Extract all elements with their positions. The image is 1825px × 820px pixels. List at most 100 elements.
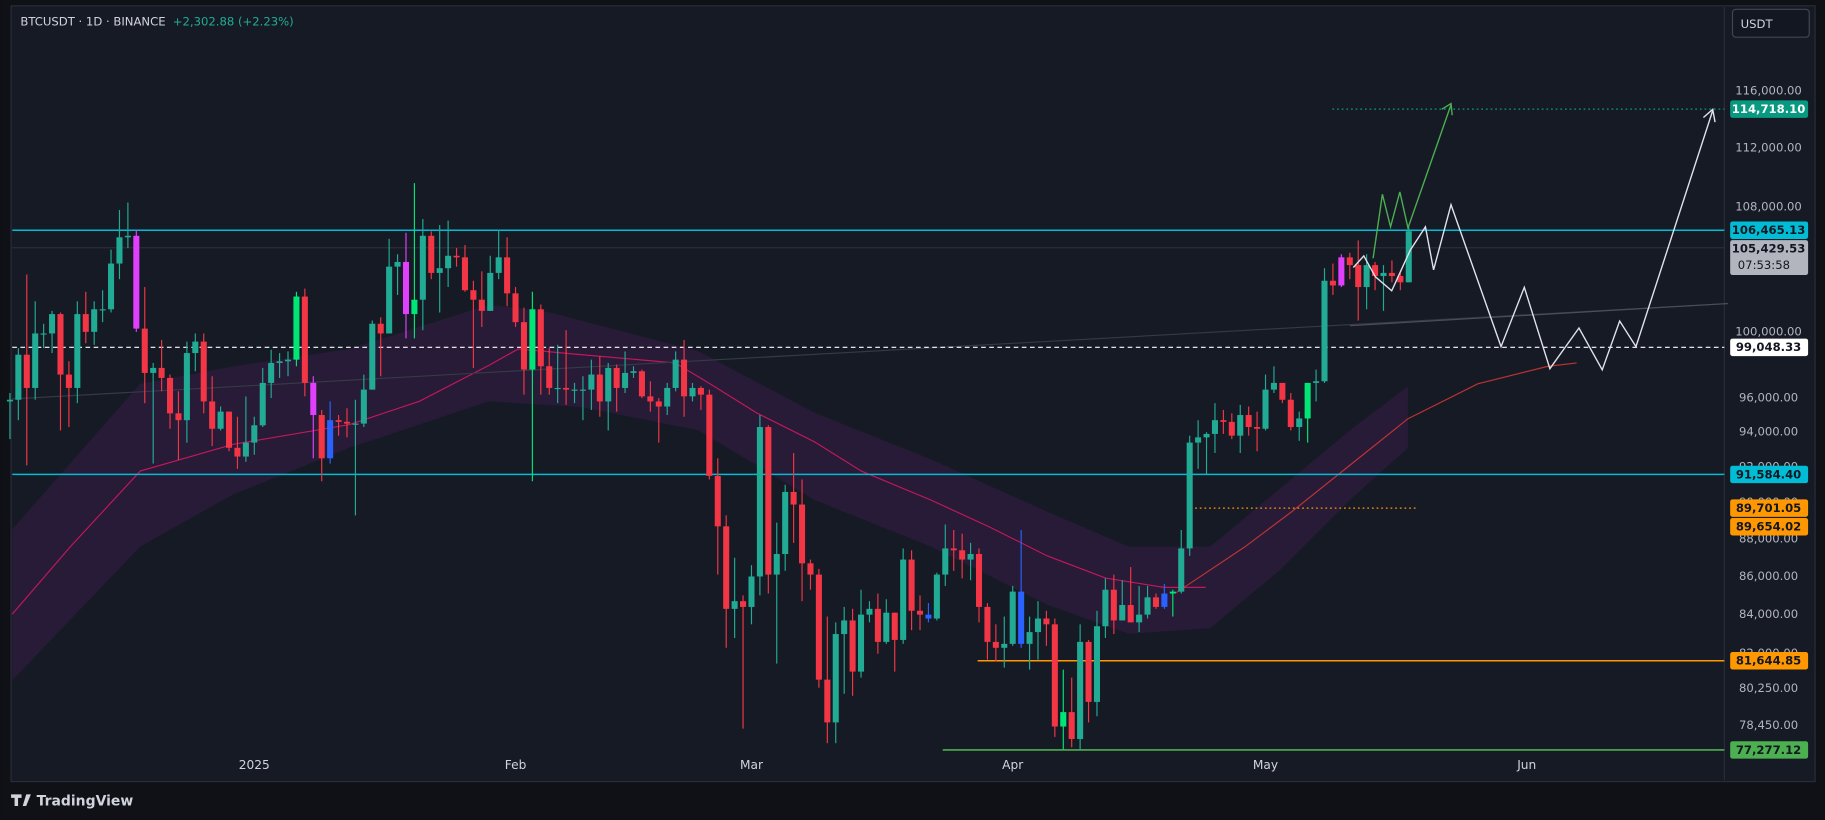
currency-button[interactable]	[1731, 8, 1810, 38]
candle-body	[1136, 614, 1143, 623]
candle-body	[874, 608, 881, 642]
candle-body	[200, 341, 207, 402]
candle-body	[301, 296, 308, 383]
candle-body	[1009, 591, 1016, 644]
price-badge	[1730, 221, 1809, 239]
candle-body	[1034, 618, 1042, 633]
candle-body	[1026, 632, 1033, 644]
candle-body	[908, 559, 915, 611]
candle-body	[1363, 265, 1370, 288]
candle-body	[664, 387, 671, 407]
candle-body	[1161, 593, 1168, 607]
candle-body	[1195, 437, 1202, 443]
candle-body	[183, 353, 190, 421]
candle-body	[1397, 276, 1404, 283]
candle-body	[318, 415, 325, 459]
candle-body	[546, 366, 553, 388]
candle-body	[1102, 589, 1109, 627]
candle-body	[1346, 257, 1353, 266]
candle-body	[23, 354, 30, 388]
candle-body	[369, 323, 376, 390]
price-badge	[1730, 338, 1809, 357]
y-tick-label: 108,000.00	[1735, 200, 1802, 214]
candle-body	[992, 641, 999, 648]
y-tick-label: 116,000.00	[1735, 84, 1802, 98]
candle-body	[975, 553, 983, 607]
candle-body	[394, 261, 401, 267]
candle-body	[1119, 605, 1126, 621]
candle-body	[959, 550, 966, 560]
candle-body	[335, 420, 342, 422]
projection-path	[1352, 110, 1714, 372]
candle-body	[579, 389, 586, 391]
candle-body	[327, 420, 334, 459]
candle-body	[217, 411, 224, 429]
arrow-head	[1702, 107, 1716, 123]
candle-body	[773, 553, 780, 575]
candle-body	[411, 299, 418, 315]
price-badge	[1730, 100, 1809, 118]
candle-body	[310, 382, 317, 416]
candle-body	[1405, 231, 1412, 283]
candle-body	[386, 266, 393, 334]
candle-body	[740, 601, 747, 607]
symbol-title: BTCUSDT · 1D · BINANCE	[20, 15, 165, 29]
candle-body	[82, 314, 89, 332]
x-tick-label: Jun	[1516, 758, 1536, 772]
candle-body	[832, 634, 839, 723]
currency-button-label[interactable]: USDT	[1741, 17, 1774, 31]
candle-body	[461, 257, 468, 291]
candle-body	[1355, 265, 1362, 288]
candle-body	[596, 374, 603, 402]
y-tick-label: 112,000.00	[1735, 141, 1802, 155]
price-badge-label: 77,277.12	[1736, 743, 1801, 757]
candle-body	[1220, 420, 1227, 422]
candle-body	[1110, 589, 1117, 621]
candle-body	[1304, 382, 1311, 419]
x-tick-label: Mar	[740, 758, 764, 772]
candle-body	[352, 423, 359, 425]
candle-body	[74, 314, 81, 388]
candle-body	[824, 679, 831, 723]
brand-logo	[11, 794, 31, 807]
candle-body	[866, 608, 873, 615]
candle-body	[647, 396, 654, 402]
price-badge-label: 99,048.33	[1736, 340, 1801, 354]
candle-body	[192, 341, 199, 354]
candle-body	[150, 367, 157, 373]
y-tick-label: 86,000.00	[1739, 569, 1798, 583]
candle-body	[57, 314, 64, 375]
candle-body	[697, 387, 704, 395]
candle-body	[377, 323, 384, 334]
candle-body	[242, 442, 249, 457]
candle-body	[65, 374, 72, 388]
candle-body	[234, 447, 241, 457]
candle-body	[15, 354, 22, 400]
candle-body	[883, 612, 890, 642]
candle-body	[1144, 597, 1151, 615]
axes: 116,000.00 112,000.00 108,000.00 100,000.00…	[239, 84, 1809, 772]
candle-body	[731, 601, 738, 609]
price-change: +2,302.88 (+2.23%)	[173, 15, 294, 29]
candle-body	[1296, 418, 1303, 428]
countdown: 07:53:58	[1738, 258, 1790, 272]
candle-body	[209, 401, 216, 429]
candle-body	[849, 620, 856, 672]
candle-body	[807, 563, 814, 575]
candle-body	[1270, 382, 1277, 390]
candle-body	[1287, 399, 1294, 428]
candle-body	[790, 491, 797, 505]
candle-body	[1380, 272, 1387, 277]
candle-body	[925, 614, 932, 619]
candle-body	[402, 261, 410, 315]
candle-body	[1279, 382, 1286, 400]
candle-body	[504, 257, 511, 294]
candle-body	[537, 309, 544, 367]
candle-body	[495, 257, 502, 273]
candle-body	[529, 309, 536, 370]
candle-body	[32, 333, 39, 388]
candle-body	[984, 606, 991, 642]
y-tick-label: 94,000.00	[1739, 425, 1798, 439]
candle-body	[436, 268, 443, 273]
candle-body	[942, 548, 949, 575]
